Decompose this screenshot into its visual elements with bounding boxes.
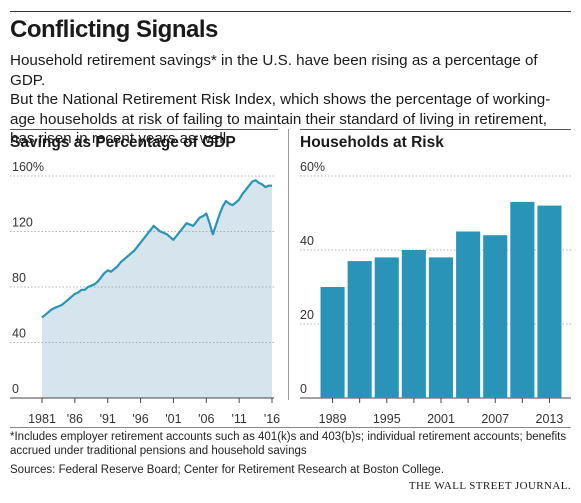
risk-bar <box>537 205 562 398</box>
risk-x-tick-label: 1989 <box>319 412 347 426</box>
risk-bar <box>374 257 399 398</box>
savings-y-tick-label: 120 <box>12 216 33 230</box>
savings-x-tick-label: '01 <box>165 412 181 426</box>
panel-divider <box>288 129 289 400</box>
risk-x-tick-label: 2001 <box>427 412 455 426</box>
risk-y-tick-label: 40 <box>300 234 314 248</box>
left-panel-rule <box>10 129 278 130</box>
savings-y-tick-label: 40 <box>12 327 26 341</box>
risk-bar <box>456 231 481 398</box>
right-panel-rule <box>300 129 571 130</box>
chart-title: Conflicting Signals <box>10 16 218 43</box>
savings-x-tick-label: '96 <box>132 412 148 426</box>
savings-x-tick-label: '16 <box>264 412 280 426</box>
risk-y-tick-label: 20 <box>300 308 314 322</box>
risk-y-tick-label: 60% <box>300 160 325 174</box>
savings-x-tick-label: '11 <box>231 412 246 426</box>
risk-y-tick-label: 0 <box>300 382 307 396</box>
risk-x-tick-label: 2013 <box>536 412 564 426</box>
top-rule <box>10 11 571 12</box>
risk-panel-title: Households at Risk <box>300 134 444 151</box>
risk-bar <box>428 257 453 398</box>
savings-area <box>42 180 272 398</box>
savings-x-tick-label: 1981 <box>28 412 56 426</box>
bottom-rule <box>10 427 571 428</box>
publisher-credit: THE WALL STREET JOURNAL. <box>408 480 571 492</box>
risk-bar <box>320 287 345 398</box>
risk-bar <box>483 235 508 398</box>
savings-x-tick-label: '06 <box>198 412 214 426</box>
chart-subtitle: Household retirement savings* in the U.S… <box>10 52 551 147</box>
risk-bar <box>401 250 426 398</box>
risk-x-tick-label: 2007 <box>481 412 509 426</box>
savings-y-tick-label: 80 <box>12 271 26 285</box>
risk-bar <box>347 261 372 398</box>
savings-panel-title: Savings as Percentage of GDP <box>10 134 236 151</box>
risk-x-tick-label: 1995 <box>373 412 401 426</box>
savings-x-tick-label: '86 <box>67 412 83 426</box>
footnote: *Includes employer retirement accounts s… <box>10 431 567 457</box>
savings-x-tick-label: '91 <box>100 412 116 426</box>
savings-line <box>41 179 272 319</box>
savings-y-tick-label: 160% <box>12 160 44 174</box>
sources-note: Sources: Federal Reserve Board; Center f… <box>10 464 445 476</box>
risk-bar <box>510 201 535 398</box>
savings-y-tick-label: 0 <box>12 382 19 396</box>
